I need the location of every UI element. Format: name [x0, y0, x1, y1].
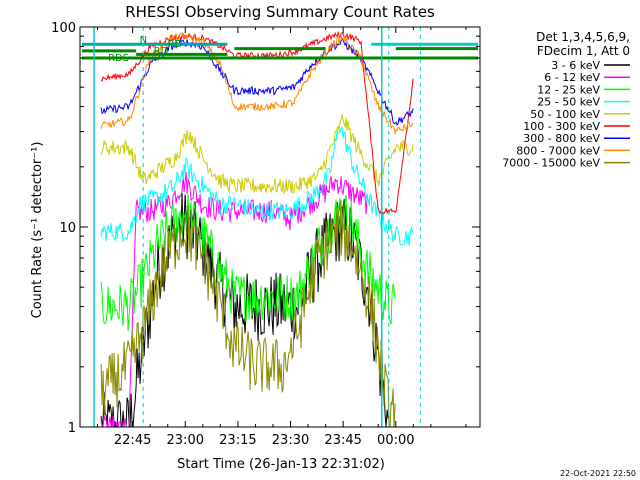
legend-label: 6 - 12 keV [544, 71, 600, 84]
series-line-4 [100, 113, 414, 195]
footer-timestamp: 22-Oct-2021 22:50 [560, 469, 636, 478]
y-tick-label: 1 [68, 421, 76, 436]
legend-header: Det 1,3,4,5,6,9, [536, 30, 630, 44]
x-axis-label: Start Time (26-Jan-13 22:31:02) [177, 457, 385, 472]
chart-title: RHESSI Observing Summary Count Rates [125, 3, 435, 21]
legend-header: FDecim 1, Att 0 [537, 44, 630, 58]
legend-label: 7000 - 15000 keV [502, 157, 600, 170]
series-line-8 [100, 197, 396, 428]
legend: Det 1,3,4,5,6,9,FDecim 1, Att 03 - 6 keV… [502, 30, 630, 170]
legend-label: 50 - 100 keV [530, 108, 600, 121]
x-tick-label: 23:45 [324, 433, 361, 448]
x-tick-label: 00:00 [377, 433, 414, 448]
y-tick-label: 10 [59, 221, 76, 236]
legend-label: 12 - 25 keV [537, 83, 600, 96]
series-line-3 [100, 126, 414, 246]
x-tick-label: 23:00 [167, 433, 204, 448]
legend-label: 25 - 50 keV [537, 96, 600, 109]
legend-label: 3 - 6 keV [551, 59, 600, 72]
series-line-2 [100, 193, 396, 332]
legend-label: 800 - 7000 keV [516, 144, 600, 157]
legend-label: 100 - 300 keV [523, 120, 600, 133]
x-tick-label: 22:45 [114, 433, 151, 448]
x-tick-label: 23:30 [272, 433, 309, 448]
axes: 22:45 23:00 23:15 23:30 23:45 00:00 1 10 100 [51, 21, 480, 448]
y-tick-label: 100 [51, 21, 76, 36]
x-tick-label: 23:15 [219, 433, 256, 448]
annotation-label: RD [168, 39, 183, 50]
y-axis-label: Count Rate (s⁻¹ detector⁻¹) [30, 142, 45, 319]
annotation-label: RD [154, 46, 169, 57]
series-line-6 [100, 37, 414, 127]
annotation-label: RDS [108, 53, 129, 64]
annotation-label: N [140, 35, 147, 46]
legend-label: 300 - 800 keV [523, 132, 600, 145]
